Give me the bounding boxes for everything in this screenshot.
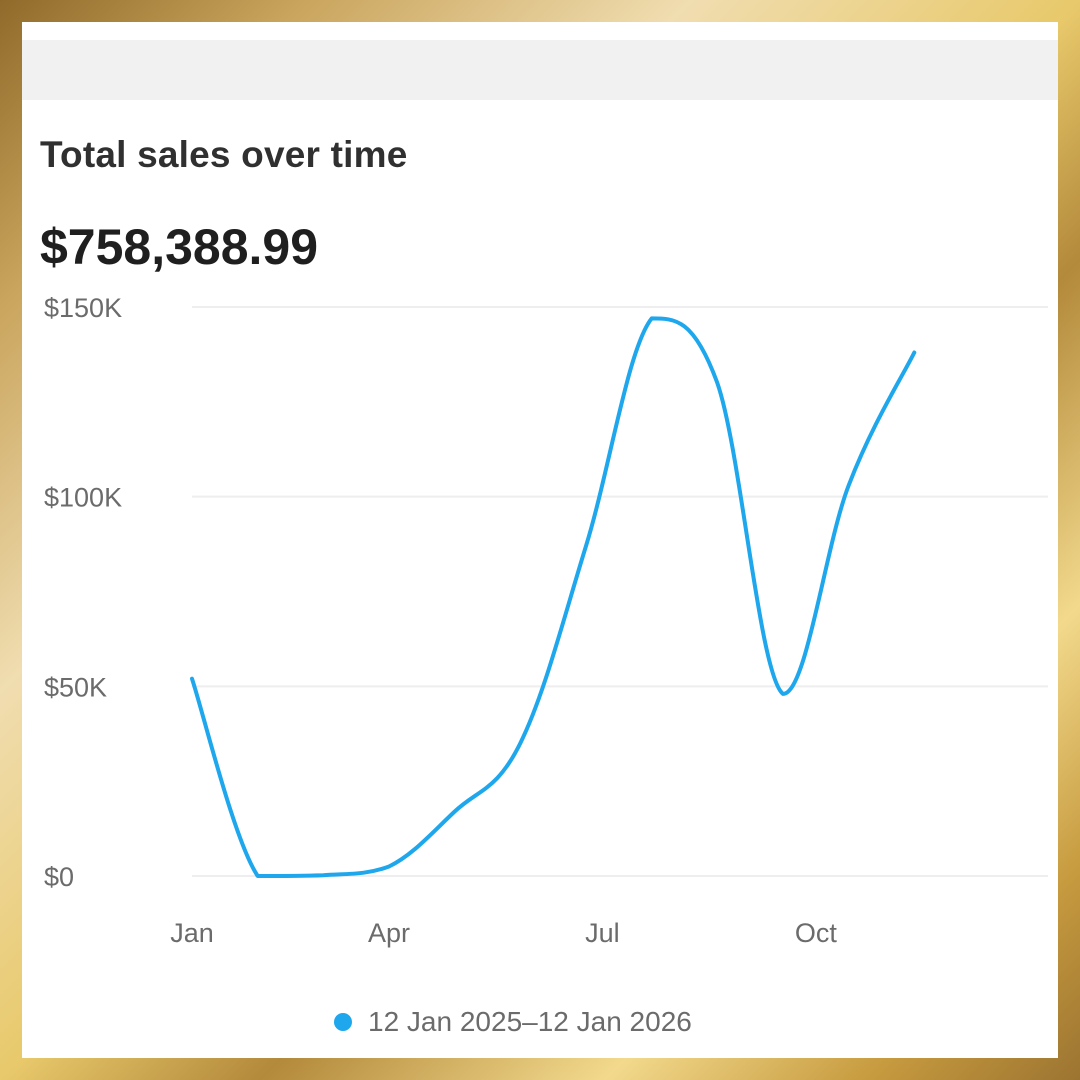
x-tick-label: Jul xyxy=(585,918,620,948)
series-line xyxy=(190,316,917,878)
card-header-strip xyxy=(22,40,1058,100)
x-tick-label: Oct xyxy=(795,918,838,948)
card-title: Total sales over time xyxy=(40,134,408,175)
sales-line-chart: $0 $50K $100K $150K Jan Apr Jul Oct xyxy=(44,293,1048,948)
total-sales-value: $758,388.99 xyxy=(40,219,319,275)
y-tick-label: $100K xyxy=(44,483,122,513)
series-layer xyxy=(190,316,917,878)
legend: 12 Jan 2025–12 Jan 2026 xyxy=(334,1006,692,1038)
data-point xyxy=(781,692,785,696)
data-point xyxy=(650,316,654,320)
sales-card: Total sales over time $758,388.99 $0 $50K… xyxy=(22,22,1058,1058)
legend-label: 12 Jan 2025–12 Jan 2026 xyxy=(368,1006,692,1037)
grid-layer xyxy=(192,306,1048,877)
data-point xyxy=(387,865,391,869)
data-point xyxy=(453,810,457,814)
x-tick-label: Jan xyxy=(170,918,214,948)
data-point xyxy=(518,741,522,745)
y-tick-label: $150K xyxy=(44,293,122,323)
y-tick-label: $0 xyxy=(44,862,74,892)
legend-marker-icon xyxy=(334,1013,352,1031)
y-axis: $0 $50K $100K $150K xyxy=(44,293,122,892)
data-point xyxy=(847,483,851,487)
x-axis: Jan Apr Jul Oct xyxy=(170,918,837,948)
data-point xyxy=(256,874,260,878)
data-point xyxy=(715,381,719,385)
data-point xyxy=(584,544,588,548)
x-tick-label: Apr xyxy=(368,918,410,948)
y-tick-label: $50K xyxy=(44,672,107,702)
data-point xyxy=(321,873,325,877)
data-point xyxy=(912,351,916,355)
data-point xyxy=(190,677,194,681)
